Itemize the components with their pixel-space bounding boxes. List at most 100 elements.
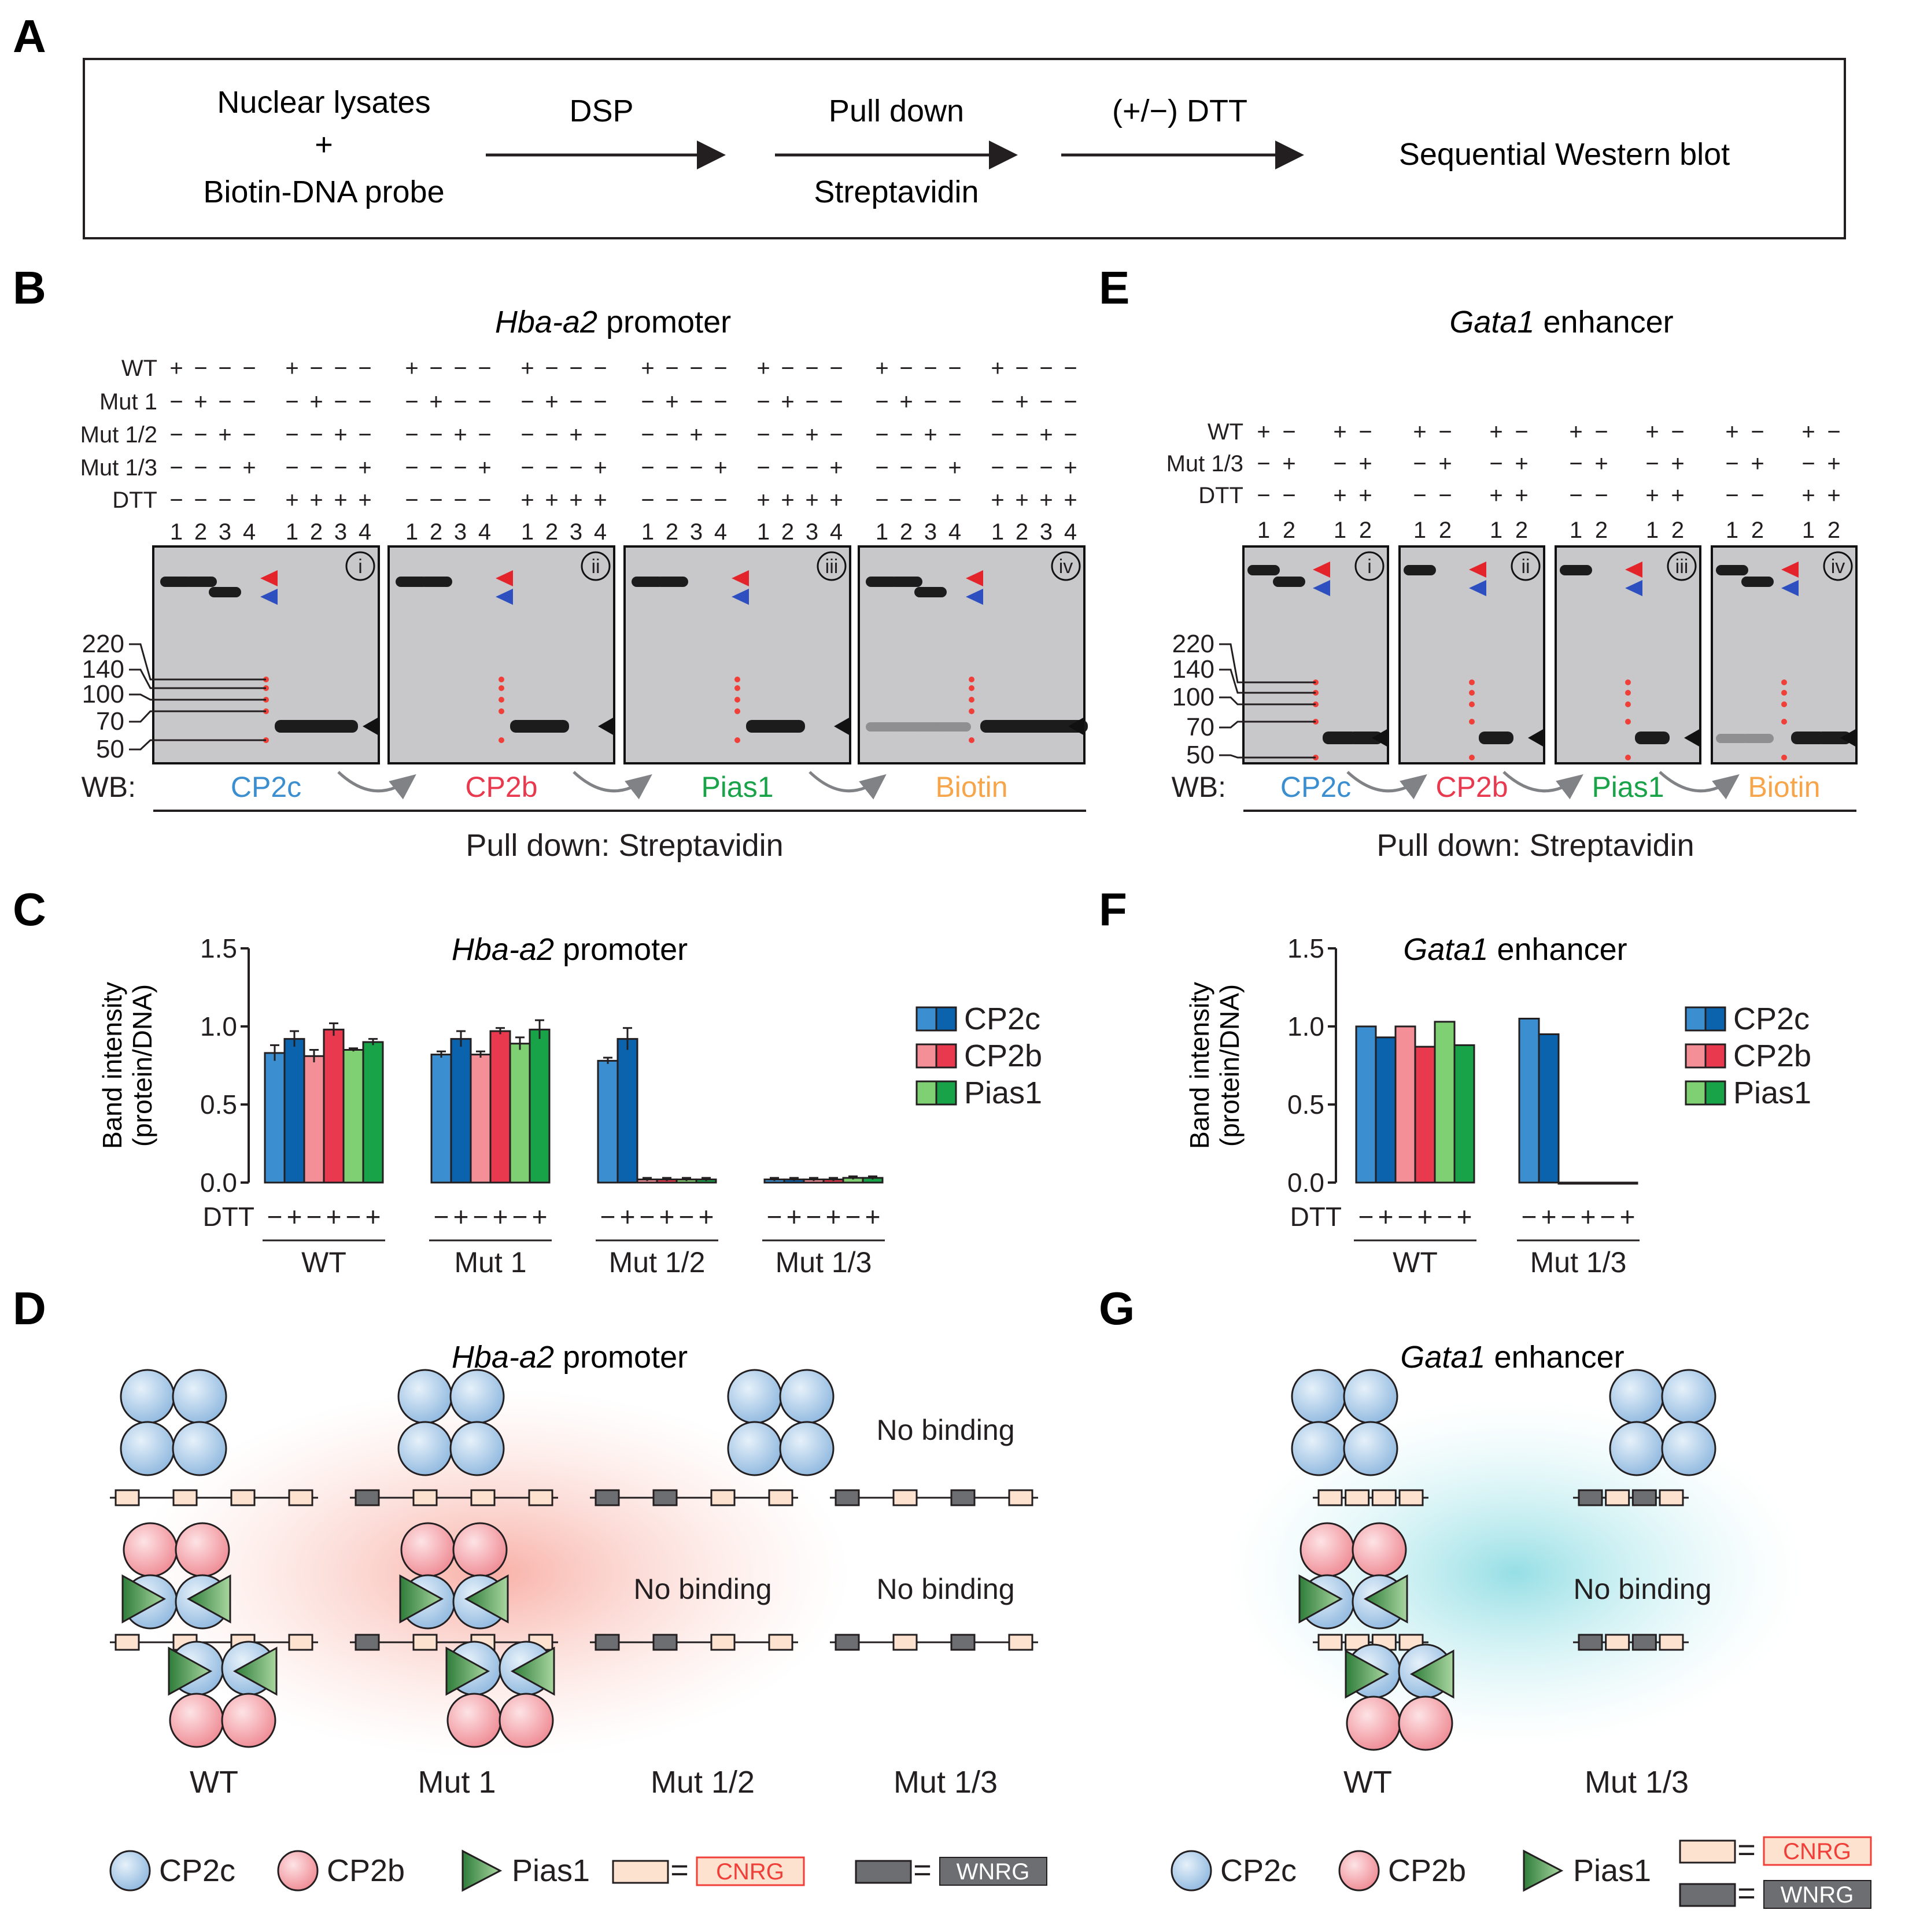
dtt-sign: +: [699, 1202, 714, 1232]
sign: −: [756, 422, 770, 448]
blue-arrowhead: [966, 589, 983, 605]
lane-number: 3: [334, 519, 347, 545]
sign: −: [1438, 419, 1452, 445]
cnrg-site: [1659, 1634, 1684, 1651]
lane-number: 3: [924, 519, 937, 545]
monomer-arrowhead: [363, 717, 379, 736]
marker-dot: [969, 677, 974, 682]
lane-number: 2: [310, 519, 323, 545]
cnrg-site: [768, 1634, 793, 1651]
dtt-sign: −: [1594, 483, 1608, 508]
legend-swatch-dark: [935, 1080, 957, 1106]
y-tick-label: 1.5: [200, 933, 237, 963]
pias1-subunit: [186, 1574, 231, 1624]
sign: −: [453, 389, 467, 415]
sign: −: [805, 389, 818, 415]
panel-g-model: No binding WT Mut 1/3: [1226, 1369, 1804, 1800]
bar: [1616, 1181, 1638, 1185]
marker-dot: [969, 708, 974, 714]
sign: +: [1282, 451, 1295, 476]
transfer-arrow: [1346, 771, 1427, 800]
sign: −: [405, 455, 418, 481]
blot-membrane: [1242, 545, 1389, 764]
red-arrowhead: [1781, 562, 1799, 578]
blue-arrowhead: [732, 589, 749, 605]
dtt-sign: −: [806, 1202, 822, 1232]
dtt-sign: +: [453, 1202, 469, 1232]
wb-antibody: Pias1: [701, 771, 773, 803]
y-tick-label: 1.0: [1287, 1011, 1324, 1041]
y-tick-label: 0.0: [200, 1168, 237, 1198]
final-step: Sequential Western blot: [1399, 137, 1730, 172]
sign: −: [545, 455, 558, 481]
y-tick-label: 1.0: [200, 1011, 237, 1041]
lane-number: 2: [900, 519, 913, 545]
cnrg-site: [115, 1634, 140, 1651]
sign: +: [1489, 419, 1502, 445]
sign: −: [593, 389, 607, 415]
sign: +: [218, 422, 231, 448]
legend-swatch-dark: [1704, 1043, 1726, 1069]
sign: +: [1413, 419, 1426, 445]
lane-number: 4: [359, 519, 371, 545]
blot-index: iii: [825, 556, 839, 578]
complex-band: [890, 577, 922, 587]
dtt-sign: −: [218, 487, 231, 513]
mw-marker: 140: [1172, 655, 1214, 684]
wnrg-site: [835, 1489, 860, 1506]
cp2c-subunit: [120, 1369, 175, 1424]
dtt-sign: −: [1358, 1202, 1374, 1232]
genotype-label: Mut 1/3: [894, 1765, 998, 1800]
cp2c-subunit: [397, 1369, 453, 1424]
legend-cp2b-icon: [1338, 1850, 1380, 1892]
step1-line2: Biotin-DNA probe: [203, 175, 444, 209]
faint-band: [866, 722, 898, 732]
pias1-subunit: [399, 1574, 444, 1624]
chart-title: Hba-a2 promoter: [452, 932, 688, 967]
legend-wnrg-text: WNRG: [957, 1859, 1030, 1885]
lane-number: 1: [1334, 518, 1346, 543]
blot-index: iii: [1675, 556, 1689, 578]
bar: [529, 1028, 551, 1184]
dtt-sign: −: [1257, 483, 1270, 508]
dtt-sign: −: [714, 487, 727, 513]
sign: −: [358, 422, 371, 448]
sign: +: [1801, 419, 1815, 445]
sign: −: [1645, 451, 1659, 476]
lane-number: 4: [714, 519, 727, 545]
lane-number: 2: [1515, 518, 1528, 543]
bar: [1355, 1025, 1377, 1184]
bar: [362, 1041, 384, 1184]
lane-number: 2: [1016, 519, 1028, 545]
sign: +: [991, 356, 1004, 381]
blot-index-circle: [345, 551, 375, 581]
dtt-sign: +: [805, 487, 818, 513]
dtt-sign: −: [1561, 1202, 1577, 1232]
lane-number: 2: [194, 519, 207, 545]
y-tick-label: 0.0: [1287, 1168, 1324, 1198]
marker-dot: [1625, 755, 1631, 760]
sign: +: [1594, 451, 1608, 476]
sign: +: [169, 356, 183, 381]
sign: −: [285, 422, 298, 448]
genotype-label: Mut 1: [418, 1765, 496, 1800]
lane-number: 4: [948, 519, 961, 545]
lane-number: 2: [1439, 518, 1452, 543]
dtt-sign: +: [826, 1202, 841, 1232]
cp2b-subunit: [446, 1693, 502, 1748]
bar: [450, 1038, 472, 1184]
dtt-sign: −: [1522, 1202, 1537, 1232]
dtt-sign: +: [326, 1202, 342, 1232]
cp2c-subunit: [1609, 1421, 1664, 1476]
red-arrowhead: [966, 570, 983, 586]
dtt-sign: +: [358, 487, 371, 513]
dtt-sign: −: [242, 487, 256, 513]
dtt-sign: +: [659, 1202, 675, 1232]
panel-label-a: A: [13, 10, 46, 62]
panel-d-model: No binding No binding No binding WT Mut 1 Mut…: [110, 1369, 1038, 1800]
legend-equals: =: [1737, 1833, 1756, 1867]
complex-band: [1247, 565, 1280, 575]
sign: −: [1569, 451, 1582, 476]
blot-membrane: [1398, 545, 1545, 764]
legend-equals: =: [913, 1853, 932, 1887]
